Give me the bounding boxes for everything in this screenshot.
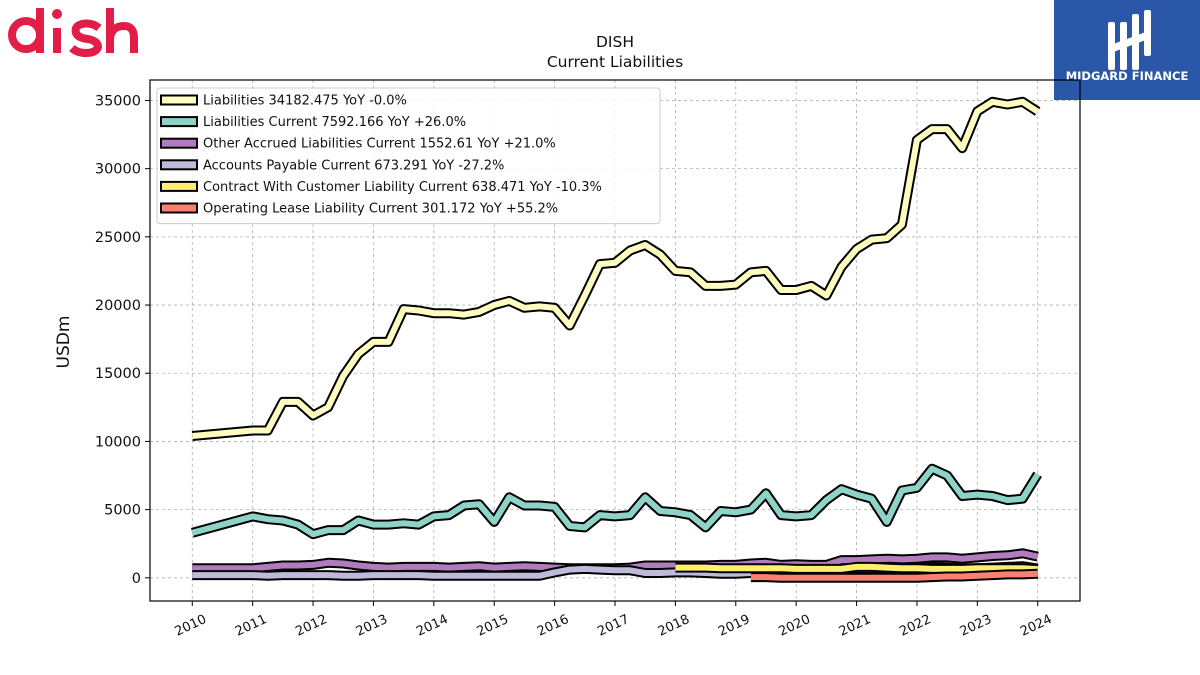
y-tick-label: 20000: [95, 298, 141, 314]
series-5: [750, 568, 1038, 583]
x-tick-label: 2021: [837, 612, 873, 640]
series-4: [675, 561, 1038, 575]
legend-swatch: [160, 94, 198, 106]
x-tick-label: 2016: [535, 612, 571, 640]
dish-logo-dot: [52, 9, 62, 19]
x-tick-label: 2010: [173, 612, 209, 640]
x-tick-label: 2013: [354, 612, 390, 640]
chart-subtitle: Current Liabilities: [547, 53, 683, 71]
legend-entry: Operating Lease Liability Current 301.17…: [203, 202, 558, 217]
x-tick-label: 2014: [414, 612, 450, 640]
y-axis-label: USDm: [54, 316, 74, 369]
legend-entry: Accounts Payable Current 673.291 YoY -27…: [203, 158, 504, 173]
legend-swatch: [160, 159, 198, 171]
series-line: [192, 550, 1039, 572]
midgard-finance-logo: MIDGARD FINANCE: [1054, 0, 1200, 100]
x-tick-label: 2019: [716, 612, 752, 640]
midgard-finance-label: MIDGARD FINANCE: [1066, 69, 1189, 83]
dish-logo-mark: [8, 8, 138, 58]
y-tick-label: 5000: [104, 503, 141, 519]
series-1: [190, 463, 1042, 540]
legend: Liabilities 34182.475 YoY -0.0% Liabiliti…: [156, 87, 661, 225]
y-tick-label: 15000: [95, 366, 141, 382]
legend-entry: Contract With Customer Liability Current…: [203, 180, 602, 195]
y-tick-label: 35000: [95, 93, 141, 109]
legend-entry: Liabilities Current 7592.166 YoY +26.0%: [203, 115, 466, 130]
midgard-finance-emblem-icon: [1108, 10, 1151, 70]
legend-entry: Other Accrued Liabilities Current 1552.6…: [203, 137, 556, 152]
series-0: [191, 96, 1041, 441]
x-tick-label: 2020: [777, 612, 813, 640]
x-tick-label: 2023: [958, 612, 994, 640]
x-tick-label: 2011: [233, 612, 269, 640]
dish-logo: dish: [8, 8, 138, 58]
y-tick-label: 0: [132, 571, 141, 587]
series-line: [191, 465, 1041, 538]
x-tick-label: 2017: [595, 612, 631, 640]
series-line: [675, 563, 1038, 573]
legend-box: [156, 87, 661, 225]
y-tick-label: 25000: [95, 230, 141, 246]
series-2: [192, 548, 1039, 574]
legend-swatch: [160, 180, 198, 192]
legend-swatch: [160, 202, 198, 214]
series-line: [750, 570, 1038, 581]
x-tick-label: 2012: [293, 612, 329, 640]
chart-title: DISH: [596, 33, 634, 51]
legend-swatch: [160, 137, 198, 149]
x-tick-label: 2022: [897, 612, 933, 640]
legend-swatch: [160, 116, 198, 128]
legend-entry: Liabilities 34182.475 YoY -0.0%: [203, 94, 407, 109]
x-tick-label: 2024: [1018, 612, 1054, 640]
x-tick-label: 2015: [475, 612, 511, 640]
x-tick-label: 2018: [656, 612, 692, 640]
series-line: [192, 98, 1040, 439]
y-tick-label: 30000: [95, 162, 141, 178]
series-layer: [190, 96, 1042, 583]
y-tick-label: 10000: [95, 434, 141, 450]
